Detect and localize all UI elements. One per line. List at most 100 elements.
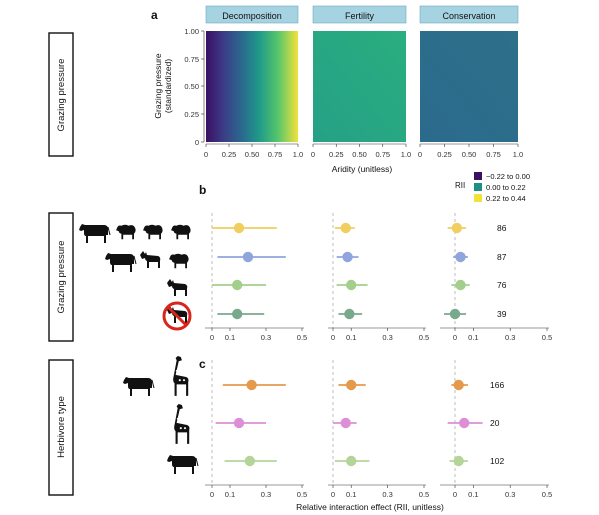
sample-size-label: 86 <box>497 223 507 233</box>
y-tick-label: 0.25 <box>184 110 199 119</box>
forest-x-axis-label: Relative interaction effect (RII, unitle… <box>296 502 444 512</box>
side-label-text: Grazing pressure <box>56 59 67 132</box>
mean-point <box>455 279 466 291</box>
x-tick-label: 0.3 <box>261 490 271 499</box>
x-tick-label: 0.5 <box>419 490 429 499</box>
x-tick-label: 0.25 <box>329 150 344 159</box>
mean-point <box>232 279 243 291</box>
mean-point <box>346 455 357 467</box>
x-tick-label: 0 <box>204 150 208 159</box>
x-tick-label: 0 <box>210 490 214 499</box>
x-tick-label: 0.50 <box>462 150 477 159</box>
facet-title: Fertility <box>345 11 374 21</box>
x-tick-label: 0 <box>418 150 422 159</box>
facet-strip <box>312 5 407 24</box>
cattle-goat-sheep-icon <box>104 251 189 273</box>
x-tick-label: 0.50 <box>352 150 367 159</box>
heatmap-x-axis-label: Aridity (unitless) <box>332 164 393 174</box>
mean-point <box>453 455 464 467</box>
x-tick-label: 0 <box>210 333 214 342</box>
legend-label: 0.22 to 0.44 <box>486 194 526 203</box>
y-tick: 0.75 <box>184 55 204 64</box>
facet-strip-fertility: Fertility <box>312 5 407 24</box>
x-tick-label: 0.1 <box>225 333 235 342</box>
x-tick-label: 0.3 <box>505 490 515 499</box>
heatmap-legend: RII −0.22 to 0.00 0.00 to 0.22 0.22 to 0… <box>455 172 530 203</box>
x-tick-label: 1.0 <box>401 150 411 159</box>
mean-point <box>344 308 355 320</box>
facet-strip-decomposition: Decomposition <box>205 5 299 24</box>
forest-panel-c: 0 0.1 0.3 0.5 0 0.1 0.3 0.5 0 0.1 0.3 0.5 166 20 102 <box>205 360 552 499</box>
x-tick-label: 0 <box>453 333 457 342</box>
legend-swatch <box>474 194 482 202</box>
heatmap-fertility <box>313 31 406 142</box>
legend-entry: −0.22 to 0.00 <box>474 172 530 181</box>
y-tick-label: 0.50 <box>184 82 199 91</box>
x-tick-label: 0.1 <box>346 490 356 499</box>
facet-title: Conservation <box>442 11 495 21</box>
side-label-box <box>48 359 74 496</box>
mean-point <box>459 417 470 429</box>
side-label-text: Grazing pressure <box>56 241 67 314</box>
mean-point <box>242 251 254 263</box>
cattle-icon <box>166 454 199 475</box>
mean-point <box>451 222 463 234</box>
mean-point <box>233 417 245 429</box>
x-tick-label: 1.0 <box>513 150 523 159</box>
panel-letter-b: b <box>199 183 206 197</box>
facet-title: Decomposition <box>222 11 282 21</box>
sample-size-label: 20 <box>490 418 500 428</box>
sample-size-label: 166 <box>490 380 504 390</box>
sample-size-label: 76 <box>497 280 507 290</box>
facet-strip <box>419 5 519 24</box>
mean-point <box>233 222 245 234</box>
mean-point <box>346 379 357 391</box>
mean-point <box>342 251 353 263</box>
heatmap-y-axis-label: Grazing pressure(standardized) <box>153 53 173 118</box>
legend-swatch <box>474 172 482 180</box>
legend-swatch <box>474 183 482 191</box>
x-tick-label: 0.5 <box>542 490 552 499</box>
facet-strip <box>205 5 299 24</box>
side-label-grazing-b: Grazing pressure <box>48 212 74 342</box>
x-tick-label: 0.75 <box>268 150 283 159</box>
side-label-box <box>48 212 74 342</box>
mean-point <box>340 417 351 429</box>
heatmap-y-axis: 0 0.25 0.50 0.75 1.00 <box>184 27 205 147</box>
y-axis-label-line: Grazing pressure <box>153 53 163 118</box>
panel-letter-a: a <box>151 8 158 22</box>
mean-point <box>453 379 464 391</box>
heatmap-decomposition <box>206 31 298 142</box>
legend-label: −0.22 to 0.00 <box>486 172 530 181</box>
x-tick-label: 0.25 <box>437 150 452 159</box>
legend-entry: 0.22 to 0.44 <box>474 194 526 203</box>
x-tick-label: 0.1 <box>468 333 478 342</box>
x-tick-label: 0.5 <box>297 333 307 342</box>
x-tick-label: 0.75 <box>375 150 390 159</box>
y-tick: 1.00 <box>184 27 204 36</box>
x-tick-label: 0.3 <box>382 333 392 342</box>
side-label-herbivore-c: Herbivore type <box>48 359 74 496</box>
x-tick-label: 0 <box>311 150 315 159</box>
panel-letter-c: c <box>199 357 206 371</box>
y-tick: 0.50 <box>184 82 204 91</box>
x-tick-label: 0 <box>331 490 335 499</box>
sample-size-label: 39 <box>497 309 507 319</box>
x-tick-label: 0.3 <box>261 333 271 342</box>
mean-point <box>246 379 257 391</box>
side-label-box <box>48 32 74 157</box>
x-tick-label: 0.1 <box>346 333 356 342</box>
heatmap-conservation <box>420 31 518 142</box>
no-grazing-icon <box>162 301 192 331</box>
x-tick-label: 1.0 <box>293 150 303 159</box>
sample-size-label: 102 <box>490 456 504 466</box>
x-tick-label: 0.3 <box>382 490 392 499</box>
x-tick-label: 0 <box>453 490 457 499</box>
y-tick-label: 1.00 <box>184 27 199 36</box>
y-tick: 0 <box>195 138 204 147</box>
x-tick-label: 0.25 <box>222 150 237 159</box>
x-tick-label: 0 <box>331 333 335 342</box>
mean-point <box>340 222 351 234</box>
x-tick-label: 0.5 <box>297 490 307 499</box>
